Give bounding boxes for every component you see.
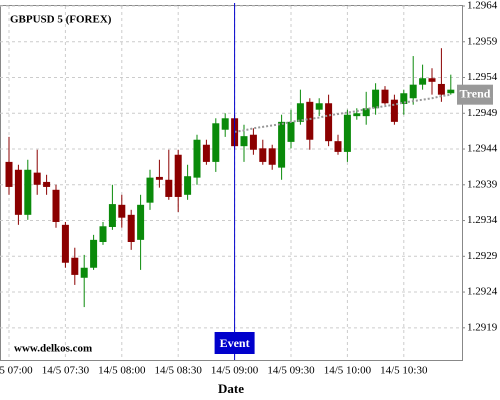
candle-body — [325, 103, 333, 142]
candle-body — [71, 257, 79, 275]
candle-body — [14, 169, 22, 215]
candle-body — [5, 161, 13, 187]
y-tick-label: 1.2924 — [467, 286, 498, 298]
candle-body — [278, 121, 286, 168]
candle-body — [287, 121, 295, 142]
candle-body — [353, 113, 361, 117]
candle-body — [447, 89, 455, 94]
candle-body — [33, 172, 41, 185]
candle-body — [43, 181, 51, 187]
x-tick-label: 14/5 09:00 — [211, 365, 259, 377]
trend-label: Trend — [460, 86, 491, 100]
candle-body — [80, 267, 88, 278]
candle-body — [127, 214, 135, 242]
candle-body — [362, 108, 370, 117]
x-tick-label: 14/5 08:00 — [98, 365, 146, 377]
candle-body — [306, 101, 314, 140]
trend-line — [234, 93, 451, 133]
candle-body — [268, 148, 276, 165]
candle-body — [155, 176, 163, 180]
x-tick-label: 14/5 07:30 — [42, 365, 90, 377]
candle-body — [409, 84, 417, 99]
chart-title: GBPUSD 5 (FOREX) — [10, 14, 112, 26]
candle-body — [334, 141, 342, 152]
candle-body — [400, 93, 408, 104]
y-tick-label: 1.2934 — [467, 214, 498, 226]
candle-body — [52, 189, 60, 222]
y-tick-label: 1.2939 — [467, 178, 498, 190]
plot-frame — [0, 5, 463, 361]
event-label: Event — [220, 336, 250, 350]
y-tick-label: 1.2919 — [467, 321, 498, 333]
candle-body — [381, 89, 389, 104]
candle-body — [249, 134, 257, 150]
x-axis-title: Date — [218, 381, 244, 396]
candle-body — [90, 239, 98, 268]
candle-body — [212, 123, 220, 162]
x-tick-label: 14/5 07:00 — [0, 365, 33, 377]
x-tick-label: 14/5 08:30 — [155, 365, 203, 377]
x-tick-label: 14/5 10:30 — [380, 365, 428, 377]
x-tick-label: 14/5 09:30 — [267, 365, 315, 377]
y-tick-label: 1.2929 — [467, 250, 498, 262]
trend-label-box — [457, 84, 493, 105]
candle-body — [202, 144, 210, 162]
candle-body — [296, 103, 304, 122]
candle-body — [118, 204, 126, 218]
candle-body — [165, 179, 173, 197]
y-tick-label: 1.2944 — [467, 143, 498, 155]
y-tick-label: 1.2954 — [467, 71, 498, 83]
candle-body — [343, 114, 351, 152]
candle-body — [240, 136, 248, 147]
candle-body — [99, 226, 107, 242]
candle-body — [137, 204, 145, 240]
candle-body — [259, 148, 267, 162]
candle-body — [108, 204, 116, 227]
candle-body — [221, 118, 229, 130]
candle-body — [193, 139, 201, 178]
event-label-box — [214, 332, 255, 354]
candle-body — [419, 78, 427, 85]
candle-body — [174, 154, 182, 197]
watermark: www.delkos.com — [14, 343, 92, 355]
candle-body — [315, 103, 323, 110]
candle-body — [61, 224, 69, 263]
candle-body — [390, 99, 398, 122]
candle-body — [146, 177, 154, 203]
y-tick-label: 1.2949 — [467, 107, 498, 119]
candle-body — [437, 83, 445, 95]
candle-body — [372, 89, 380, 109]
candle-body — [184, 176, 192, 195]
y-tick-label: 1.2964 — [467, 0, 498, 12]
candle-body — [428, 78, 436, 82]
x-tick-label: 14/5 10:00 — [324, 365, 372, 377]
candle-body — [24, 169, 32, 215]
y-tick-label: 1.2959 — [467, 35, 498, 47]
